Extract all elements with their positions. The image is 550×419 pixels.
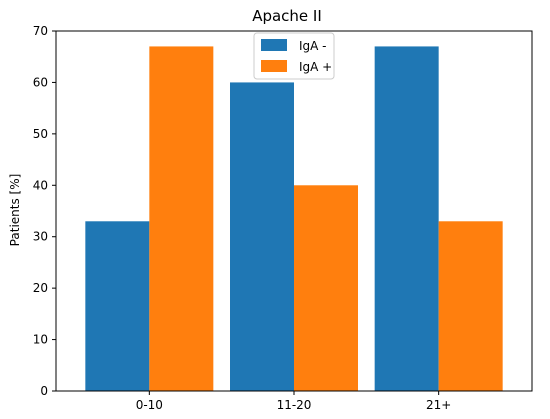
bar-iga-plus-11-20: [294, 185, 358, 391]
chart-title: Apache II: [252, 7, 322, 25]
legend-label-iga-plus: IgA +: [299, 60, 332, 74]
y-tick-label: 30: [33, 230, 48, 244]
bar-iga-plus-21+: [438, 221, 503, 391]
bar-iga-minus-11-20: [230, 82, 294, 391]
y-tick-label: 50: [33, 127, 48, 141]
legend-swatch-iga-plus: [261, 60, 287, 72]
y-tick-label: 10: [33, 333, 48, 347]
legend-label-iga-minus: IgA -: [299, 39, 327, 53]
x-tick-label: 0-10: [136, 398, 163, 412]
x-tick-label: 11-20: [277, 398, 312, 412]
bar-iga-minus-0-10: [85, 221, 150, 391]
y-tick-label: 40: [33, 178, 48, 192]
y-tick-label: 20: [33, 281, 48, 295]
y-tick-label: 60: [33, 75, 48, 89]
y-axis-label: Patients [%]: [8, 174, 22, 247]
x-axis: 0-10 11-20 21+: [136, 391, 451, 412]
x-tick-label: 21+: [426, 398, 451, 412]
legend: IgA - IgA +: [253, 32, 335, 80]
y-axis: 0 10 20 30 40 50 60 70: [33, 24, 56, 398]
bars-group: [85, 46, 503, 392]
y-tick-label: 70: [33, 24, 48, 38]
y-tick-label: 0: [40, 384, 48, 398]
bar-iga-minus-21+: [374, 46, 439, 392]
legend-swatch-iga-minus: [261, 39, 287, 51]
bar-iga-plus-0-10: [149, 46, 214, 392]
